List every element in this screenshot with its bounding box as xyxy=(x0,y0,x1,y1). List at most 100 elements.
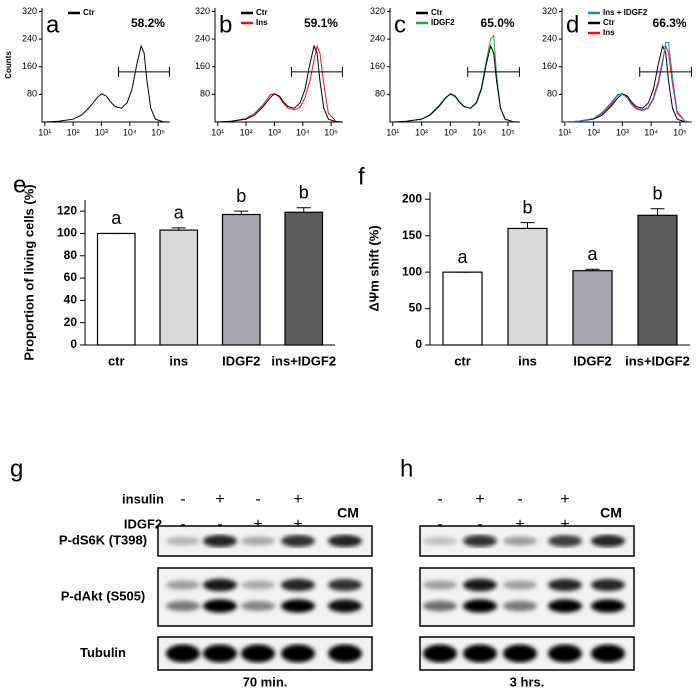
x-tick-label: 10² xyxy=(240,127,253,137)
band xyxy=(548,644,582,663)
x-tick-label: 10⁵ xyxy=(324,127,338,137)
x-tick-label: 10⁵ xyxy=(151,127,165,137)
band xyxy=(591,578,625,592)
y-tick-label: 240 xyxy=(542,33,557,43)
bar xyxy=(442,271,483,346)
band xyxy=(241,536,275,546)
band xyxy=(203,578,237,592)
band xyxy=(548,535,582,547)
treatment-sign: - xyxy=(437,516,442,533)
x-tick-label: 10² xyxy=(67,127,80,137)
bar xyxy=(507,227,548,346)
panel-letter: d xyxy=(566,11,579,38)
band xyxy=(281,644,315,663)
band xyxy=(548,578,582,592)
legend-label: Ctr xyxy=(431,8,443,17)
band-label: P-dS6K (T398) xyxy=(59,532,147,547)
y-tick-label: 160 xyxy=(195,61,210,71)
band xyxy=(548,599,582,613)
y-tick-label: 80 xyxy=(547,89,557,99)
bar xyxy=(572,270,613,346)
treatment-sign: + xyxy=(293,491,302,508)
blot-frame xyxy=(419,567,635,627)
y-tick-label: 40 xyxy=(64,293,78,307)
band xyxy=(503,644,537,663)
error-bar xyxy=(234,210,249,215)
legend-label: Ins + IDGF2 xyxy=(603,8,648,17)
band xyxy=(423,644,457,663)
treatment-sign: - xyxy=(437,491,442,508)
y-axis-label: ΔΨm shift (%) xyxy=(366,225,381,311)
histogram-line xyxy=(217,44,343,123)
x-tick-label: 10¹ xyxy=(386,127,399,137)
legend-label: IDGF2 xyxy=(431,18,455,27)
y-tick-label: 320 xyxy=(370,6,385,16)
error-bar xyxy=(296,207,311,213)
band xyxy=(281,535,315,547)
histogram-line xyxy=(44,44,170,123)
band xyxy=(463,599,497,613)
x-tick-label: 10⁴ xyxy=(644,127,658,137)
blot-bands xyxy=(423,578,625,613)
y-axis-label: Counts xyxy=(4,51,13,79)
histogram-line xyxy=(564,44,692,123)
band xyxy=(503,600,537,612)
significance-label: a xyxy=(457,247,468,267)
y-tick-label: 60 xyxy=(64,270,78,284)
axis xyxy=(389,8,520,123)
band xyxy=(203,644,237,663)
treatment-sign: - xyxy=(255,491,260,508)
treatment-label: insulin xyxy=(122,491,164,506)
blot-bands xyxy=(423,534,625,548)
band-label: P-dAkt (S505) xyxy=(61,588,146,603)
error-bar xyxy=(520,222,535,229)
blot-bands xyxy=(166,534,362,548)
caption: 3 hrs. xyxy=(510,674,545,689)
y-tick-label: 120 xyxy=(57,203,77,217)
x-tick-label: 10³ xyxy=(616,127,629,137)
error-bar xyxy=(650,208,665,216)
band xyxy=(423,600,457,612)
histogram-line xyxy=(392,44,520,123)
band xyxy=(463,644,497,663)
band xyxy=(166,600,200,612)
band xyxy=(423,580,457,590)
y-tick-label: 320 xyxy=(195,6,210,16)
histogram-line xyxy=(564,44,692,123)
y-tick-label: 320 xyxy=(22,6,37,16)
significance-label: a xyxy=(174,203,185,223)
error-bar xyxy=(171,227,186,231)
bar xyxy=(96,232,136,346)
y-tick-label: 200 xyxy=(402,191,422,205)
y-tick-label: 20 xyxy=(64,315,78,329)
significance-label: b xyxy=(522,197,532,217)
band xyxy=(328,579,362,591)
y-tick-label: 100 xyxy=(402,264,422,278)
treatment-sign: + xyxy=(560,491,569,508)
error-bar xyxy=(585,268,600,271)
control-label: CM xyxy=(600,505,622,521)
y-tick-label: 80 xyxy=(200,89,210,99)
band xyxy=(203,599,237,613)
x-tick-label: 10¹ xyxy=(211,127,224,137)
x-tick-label: 10⁴ xyxy=(123,127,137,137)
band xyxy=(166,580,200,590)
panel-letter: c xyxy=(394,11,406,38)
bar xyxy=(159,229,199,346)
gate xyxy=(118,66,170,77)
x-tick-label: 10² xyxy=(587,127,600,137)
treatment-sign: - xyxy=(180,516,185,533)
treatment-sign: + xyxy=(293,516,302,533)
band xyxy=(241,644,275,663)
y-tick-label: 0 xyxy=(415,337,422,351)
band xyxy=(503,536,537,546)
legend-label: Ctr xyxy=(256,8,268,17)
band xyxy=(281,599,315,613)
axis xyxy=(214,8,343,123)
blot-frame xyxy=(157,567,373,627)
band xyxy=(463,535,497,547)
band xyxy=(241,601,275,611)
treatment-sign: + xyxy=(515,516,524,533)
bar xyxy=(221,213,261,346)
significance-label: a xyxy=(587,244,598,264)
